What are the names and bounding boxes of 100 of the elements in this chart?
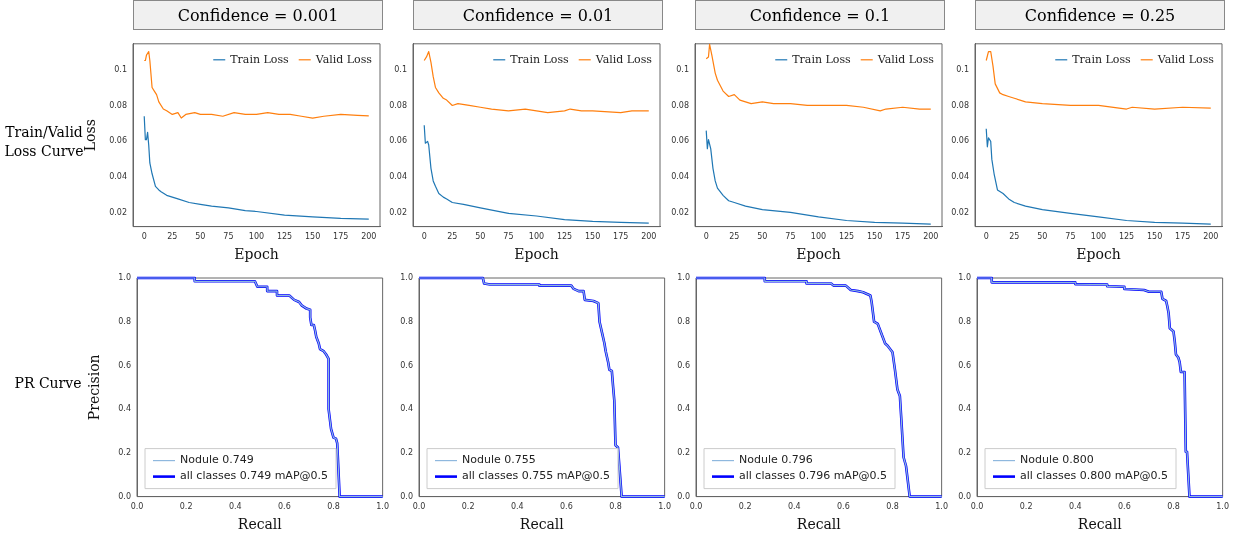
y-tick-label: 0.6	[677, 360, 690, 370]
x-tick-label: 100	[528, 232, 545, 242]
legend-label: Valid Loss	[876, 52, 935, 66]
legend-label: Valid Loss	[594, 52, 653, 66]
y-axis-title: Precision	[86, 354, 103, 421]
y-tick-label: 0.08	[951, 100, 969, 110]
y-tick-label: 0.0	[400, 491, 413, 501]
y-tick-label: 0.04	[109, 172, 127, 182]
x-tick-label: 50	[475, 232, 486, 242]
x-tick-label: 0.2	[1019, 502, 1033, 512]
x-tick-label: 100	[1090, 232, 1107, 242]
legend-label: Valid Loss	[314, 52, 373, 66]
x-axis-title: Epoch	[234, 246, 279, 263]
legend-label: all classes 0.749 mAP@0.5	[180, 469, 329, 483]
y-tick-label: 0.02	[109, 208, 127, 218]
x-tick-label: 75	[785, 232, 796, 242]
x-tick-label: 0.2	[738, 502, 752, 512]
x-tick-label: 0.0	[130, 502, 144, 512]
x-tick-label: 150	[305, 232, 321, 242]
x-tick-label: 0.6	[837, 502, 850, 512]
y-tick-label: 0.06	[389, 136, 407, 146]
y-tick-label: 0.0	[958, 491, 971, 501]
y-tick-label: 0.0	[118, 491, 131, 501]
y-tick-label: 0.1	[114, 64, 127, 74]
y-tick-label: 0.4	[958, 404, 971, 414]
y-tick-label: 1.0	[400, 273, 413, 283]
y-tick-label: 0.8	[118, 316, 131, 326]
x-tick-label: 0.6	[1118, 502, 1131, 512]
x-tick-label: 175	[1175, 232, 1191, 242]
x-axis-title: Epoch	[1076, 246, 1121, 263]
y-tick-label: 1.0	[118, 273, 131, 283]
y-tick-label: 0.08	[389, 100, 407, 110]
x-tick-label: 0.4	[787, 502, 801, 512]
x-tick-label: 50	[195, 232, 206, 242]
x-tick-label: 0.4	[228, 502, 242, 512]
x-tick-label: 0.2	[461, 502, 475, 512]
legend-label: Train Loss	[510, 52, 570, 66]
x-tick-label: 75	[503, 232, 514, 242]
legend-label: Train Loss	[230, 52, 290, 66]
x-axis-title: Recall	[237, 516, 283, 533]
y-tick-label: 0.04	[671, 172, 689, 182]
x-tick-label: 1.0	[1216, 502, 1230, 512]
x-tick-label: 0	[983, 232, 989, 242]
y-tick-label: 0.6	[400, 360, 413, 370]
x-tick-label: 175	[613, 232, 629, 242]
x-tick-label: 200	[923, 232, 939, 242]
x-tick-label: 75	[223, 232, 234, 242]
x-tick-label: 0	[703, 232, 709, 242]
x-tick-label: 25	[729, 232, 740, 242]
x-tick-label: 100	[810, 232, 827, 242]
x-axis-title: Epoch	[514, 246, 559, 263]
x-axis-title: Epoch	[796, 246, 841, 263]
x-tick-label: 0.0	[689, 502, 703, 512]
x-tick-label: 1.0	[376, 502, 390, 512]
legend-label: Train Loss	[1072, 52, 1132, 66]
chart-title: Confidence = 0.1	[695, 0, 945, 30]
x-tick-label: 75	[1065, 232, 1076, 242]
x-tick-label: 0.8	[1167, 502, 1180, 512]
chart-title: Confidence = 0.01	[413, 0, 663, 30]
x-tick-label: 0.8	[886, 502, 899, 512]
y-axis-title: Loss	[82, 119, 99, 152]
y-tick-label: 0.06	[951, 136, 969, 146]
x-tick-label: 0.0	[970, 502, 984, 512]
y-tick-label: 0.02	[951, 208, 969, 218]
y-tick-label: 1.0	[677, 273, 690, 283]
x-tick-label: 25	[1009, 232, 1020, 242]
x-tick-label: 0	[141, 232, 147, 242]
x-tick-label: 1.0	[935, 502, 949, 512]
y-tick-label: 1.0	[958, 273, 971, 283]
y-tick-label: 0.08	[109, 100, 127, 110]
y-tick-label: 0.2	[400, 447, 413, 457]
y-tick-label: 0.8	[677, 316, 690, 326]
x-tick-label: 150	[585, 232, 601, 242]
x-tick-label: 0.4	[510, 502, 524, 512]
x-tick-label: 0.2	[179, 502, 193, 512]
legend-label: Nodule 0.800	[1020, 453, 1094, 467]
x-axis-title: Recall	[519, 516, 565, 533]
legend-label: Valid Loss	[1156, 52, 1215, 66]
x-tick-label: 1.0	[658, 502, 672, 512]
x-tick-label: 125	[276, 232, 293, 242]
x-tick-label: 25	[447, 232, 458, 242]
y-tick-label: 0.6	[118, 360, 131, 370]
legend-label: Train Loss	[792, 52, 852, 66]
x-tick-label: 50	[1037, 232, 1048, 242]
x-axis-title: Recall	[1077, 516, 1123, 533]
x-tick-label: 0	[421, 232, 427, 242]
x-tick-label: 0.4	[1068, 502, 1082, 512]
y-tick-label: 0.2	[118, 447, 131, 457]
y-tick-label: 0.02	[389, 208, 407, 218]
x-tick-label: 50	[757, 232, 768, 242]
legend-label: all classes 0.800 mAP@0.5	[1020, 469, 1169, 483]
x-tick-label: 175	[333, 232, 349, 242]
y-tick-label: 0.04	[951, 172, 969, 182]
x-tick-label: 100	[248, 232, 265, 242]
chart-title: Confidence = 0.25	[975, 0, 1225, 30]
legend-label: Nodule 0.796	[739, 453, 813, 467]
y-tick-label: 0.08	[671, 100, 689, 110]
y-tick-label: 0.0	[677, 491, 690, 501]
x-tick-label: 125	[1118, 232, 1135, 242]
chart-title: Confidence = 0.001	[133, 0, 383, 30]
